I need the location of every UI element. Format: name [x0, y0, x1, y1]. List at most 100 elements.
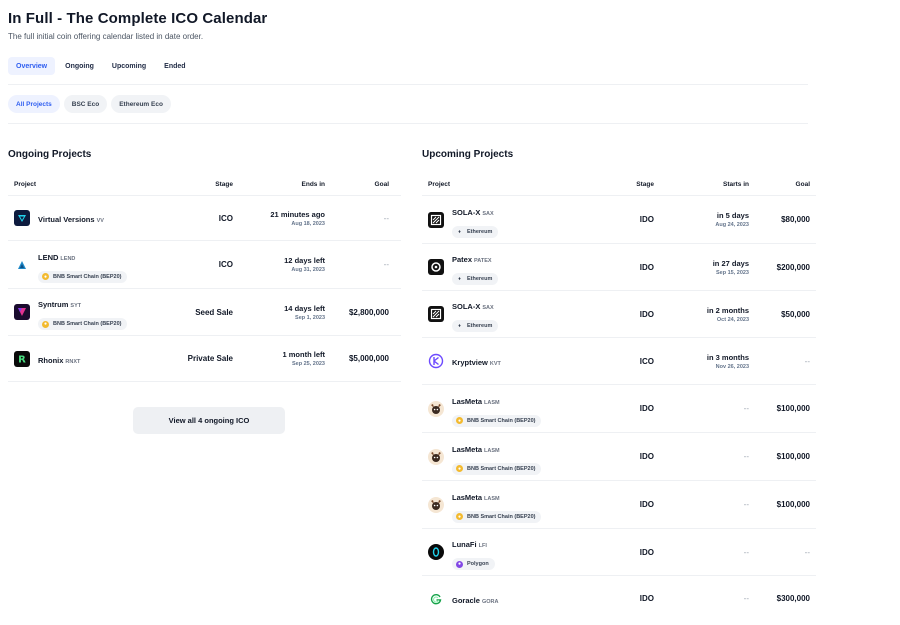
chain-badge[interactable]: ● BNB Smart Chain (BEP20): [452, 414, 542, 427]
tab-bar: Overview Ongoing Upcoming Ended: [8, 57, 196, 75]
project-symbol: LEND: [60, 255, 76, 262]
chain-badge[interactable]: ♦ Ethereum: [452, 273, 499, 285]
lunafi-logo-icon: [428, 544, 444, 560]
project-cell: LunaFi LFI ● Polygon: [422, 534, 587, 570]
goal-cell: $80,000: [781, 215, 810, 224]
tab-ended[interactable]: Ended: [164, 62, 186, 70]
project-name[interactable]: SOLA-X: [452, 302, 481, 311]
table-row[interactable]: Goracle GORA IDO -- $300,000: [422, 576, 816, 621]
project-symbol: SAX: [482, 305, 494, 311]
project-name[interactable]: Goracle: [452, 595, 480, 605]
project-symbol: LASM: [484, 495, 500, 502]
goal-cell: $300,000: [776, 594, 810, 603]
stage-cell: Seed Sale: [195, 307, 233, 317]
chain-badge[interactable]: ● BNB Smart Chain (BEP20): [38, 318, 128, 330]
table-row[interactable]: LEND LEND ● BNB Smart Chain (BEP20) ICO 12…: [8, 241, 401, 289]
project-symbol: SAX: [482, 210, 494, 217]
stage-cell: IDO: [639, 452, 654, 461]
project-name[interactable]: LasMeta: [452, 444, 483, 454]
table-row[interactable]: R Rhonix RNXT Private Sale 1 month left S…: [8, 336, 401, 382]
goal-cell: $200,000: [776, 262, 810, 272]
tab-upcoming[interactable]: Upcoming: [111, 62, 147, 70]
chain-badge[interactable]: ● BNB Smart Chain (BEP20): [38, 270, 128, 283]
project-name[interactable]: Patex: [452, 255, 473, 264]
tab-overview[interactable]: Overview: [8, 57, 56, 75]
chip-bsc-eco[interactable]: BSC Eco: [63, 95, 108, 113]
goracle-logo-icon: [428, 590, 444, 607]
goal-cell: $2,800,000: [348, 307, 389, 317]
chain-badge[interactable]: ● BNB Smart Chain (BEP20): [452, 462, 542, 475]
ethereum-icon: ♦: [458, 228, 461, 235]
col-project: Project: [428, 181, 451, 188]
syntrum-logo-icon: [14, 304, 30, 320]
tab-ongoing[interactable]: Ongoing: [65, 62, 94, 70]
project-name[interactable]: SOLA-X: [452, 207, 481, 217]
chain-badge[interactable]: ● Polygon: [452, 558, 495, 570]
col-ends-in: Ends in: [301, 181, 325, 188]
time-date: Aug 24, 2023: [715, 222, 749, 228]
table-row[interactable]: LasMeta LASM ● BNB Smart Chain (BEP20) IDO…: [422, 385, 816, 433]
project-name[interactable]: Virtual Versions: [38, 215, 95, 224]
time-remaining: in 27 days: [712, 258, 749, 268]
svg-text:R: R: [18, 354, 26, 365]
goal-cell: --: [383, 213, 389, 223]
project-cell: LasMeta LASM ● BNB Smart Chain (BEP20): [422, 439, 587, 475]
patex-logo-icon: [428, 259, 444, 275]
table-row[interactable]: LasMeta LASM ● BNB Smart Chain (BEP20) IDO…: [422, 433, 816, 481]
stage-cell: IDO: [639, 547, 654, 557]
chain-badge[interactable]: ♦ Ethereum: [452, 225, 499, 238]
project-name[interactable]: LasMeta: [452, 492, 483, 502]
table-row[interactable]: SOLA-X SAX ♦ Ethereum IDO in 2 months Oct …: [422, 291, 816, 338]
upcoming-section-title: Upcoming Projects: [422, 149, 514, 160]
project-name[interactable]: Syntrum: [38, 300, 69, 309]
ethereum-icon: ♦: [458, 276, 461, 282]
chain-label: Ethereum: [467, 276, 493, 282]
table-row[interactable]: LunaFi LFI ● Polygon IDO -- --: [422, 529, 816, 576]
project-symbol: LFI: [478, 543, 487, 549]
goal-cell: --: [804, 547, 810, 557]
bnb-icon: ●: [42, 273, 49, 280]
stage-cell: ICO: [218, 260, 233, 269]
project-cell: Kryptview KVT: [422, 352, 587, 370]
page-subtitle: The full initial coin offering calendar …: [8, 32, 204, 41]
table-row[interactable]: Virtual Versions VV ICO 21 minutes ago Au…: [8, 196, 401, 241]
chain-label: BNB Smart Chain (BEP20): [467, 465, 536, 472]
project-name[interactable]: LunaFi: [452, 540, 477, 549]
time-cell: --: [743, 404, 749, 413]
lasmeta-logo-icon: [428, 496, 444, 513]
lasmeta-logo-icon: [428, 448, 444, 465]
chain-badge[interactable]: ● BNB Smart Chain (BEP20): [452, 510, 542, 523]
project-symbol: PATEX: [474, 258, 492, 264]
ongoing-table-header: Project Stage Ends in Goal: [8, 174, 401, 196]
project-name[interactable]: LEND: [38, 252, 59, 262]
col-project: Project: [14, 181, 37, 188]
table-row[interactable]: SOLA-X SAX ♦ Ethereum IDO in 5 days Aug 24…: [422, 196, 816, 244]
ethereum-icon: ♦: [458, 323, 461, 329]
project-cell: SOLA-X SAX ♦ Ethereum: [422, 296, 587, 332]
stage-cell: Private Sale: [187, 354, 233, 363]
stage-cell: IDO: [639, 594, 654, 603]
project-cell: Goracle GORA: [422, 590, 587, 608]
goal-cell: $100,000: [776, 404, 810, 413]
project-cell: SOLA-X SAX ♦ Ethereum: [422, 202, 587, 238]
time-date: Nov 26, 2023: [715, 363, 749, 370]
project-symbol: RNXT: [65, 358, 81, 365]
project-name[interactable]: Kryptview: [452, 358, 488, 367]
table-row[interactable]: Patex PATEX ♦ Ethereum IDO in 27 days Sep …: [422, 244, 816, 291]
view-all-ongoing-button[interactable]: View all 4 ongoing ICO: [133, 407, 285, 434]
ongoing-table: Project Stage Ends in Goal Virtual Versi…: [8, 174, 401, 382]
chain-badge[interactable]: ♦ Ethereum: [452, 320, 499, 332]
stage-cell: IDO: [639, 262, 654, 272]
project-symbol: GORA: [481, 598, 499, 605]
table-row[interactable]: Kryptview KVT ICO in 3 months Nov 26, 202…: [422, 338, 816, 385]
chip-ethereum-eco[interactable]: Ethereum Eco: [111, 95, 171, 113]
table-row[interactable]: LasMeta LASM ● BNB Smart Chain (BEP20) IDO…: [422, 481, 816, 529]
stage-cell: IDO: [639, 215, 654, 224]
stage-cell: IDO: [639, 309, 654, 319]
project-name[interactable]: LasMeta: [452, 396, 483, 406]
project-name[interactable]: Rhonix: [38, 355, 64, 365]
filter-chips: All Projects BSC Eco Ethereum Eco: [8, 95, 175, 113]
table-row[interactable]: Syntrum SYT ● BNB Smart Chain (BEP20) Seed…: [8, 289, 401, 336]
stage-cell: ICO: [639, 356, 654, 366]
chip-all-projects[interactable]: All Projects: [8, 95, 60, 113]
